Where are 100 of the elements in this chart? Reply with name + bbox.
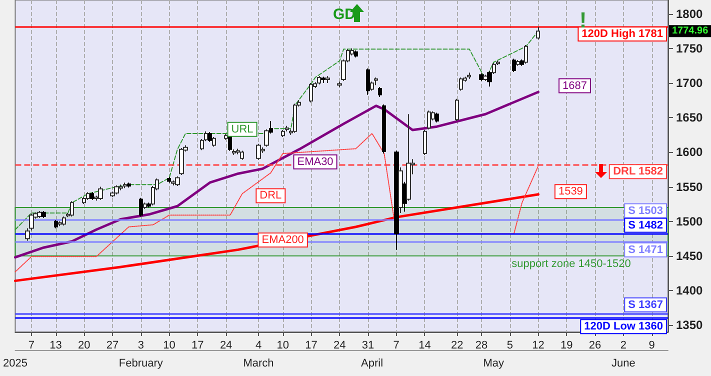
- candlestick: [127, 182, 131, 188]
- candlestick: [179, 148, 184, 176]
- x-tick-label: 17: [305, 340, 318, 352]
- candlestick: [423, 130, 427, 156]
- candlestick: [147, 202, 151, 208]
- x-tick-label: 5: [506, 340, 513, 352]
- x2-tick-label: April: [361, 358, 384, 370]
- ref-line-label: 120D Low 1360: [584, 320, 663, 333]
- candlestick: [82, 196, 86, 205]
- y-tick-label: 1750: [676, 41, 704, 56]
- line-series: [14, 30, 539, 230]
- candlestick: [398, 166, 403, 214]
- x-tick-label: 14: [418, 340, 431, 352]
- x-tick-label: 22: [451, 340, 464, 352]
- candlestick: [536, 26, 540, 40]
- x2-tick-label: May: [483, 358, 505, 370]
- candlestick: [406, 114, 411, 202]
- candlestick: [228, 135, 232, 152]
- candlestick: [256, 143, 261, 160]
- x2-tick-label: March: [243, 358, 274, 370]
- x-tick-label: 28: [475, 340, 488, 352]
- candlestick: [317, 76, 321, 85]
- candlestick: [208, 132, 212, 142]
- candlestick: [394, 150, 399, 250]
- band-label: support zone 1450-1520: [512, 258, 631, 270]
- text: 1774.96: [672, 26, 709, 37]
- candlestick: [516, 60, 520, 66]
- x2-tick-label: 2025: [2, 358, 28, 370]
- candlestick: [167, 176, 171, 184]
- x-tick-label: 27: [106, 340, 119, 352]
- candlestick: [467, 72, 471, 80]
- line-series: [14, 90, 540, 259]
- x-tick-label: 7: [28, 340, 35, 352]
- x-tick-label: 12: [532, 340, 544, 352]
- x-tick-label: 19: [560, 340, 573, 352]
- candlestick: [524, 44, 528, 64]
- x-tick-label: 24: [220, 340, 232, 352]
- x-tick-label: 24: [333, 340, 346, 352]
- x-tick-label: 7: [393, 340, 400, 352]
- candlestick: [139, 197, 143, 217]
- candlestick: [293, 103, 297, 134]
- annotation: URL: [231, 123, 254, 136]
- y-tick-label: 1450: [676, 248, 704, 263]
- candlestick: [62, 216, 66, 226]
- candlestick: [98, 186, 103, 200]
- candlestick: [378, 86, 382, 98]
- candlestick: [86, 192, 90, 200]
- candlestick: [41, 210, 46, 218]
- candlestick: [354, 50, 358, 58]
- candlestick: [337, 81, 342, 88]
- candlestick: [487, 70, 492, 87]
- candlestick: [512, 58, 516, 72]
- x-tick-label: 20: [78, 340, 90, 352]
- candlestick: [143, 202, 147, 210]
- ref-line-label: S 1471: [628, 244, 663, 256]
- x2-tick-label: February: [118, 358, 164, 370]
- ref-line-label: S 1503: [628, 204, 663, 217]
- candlestick: [427, 110, 431, 130]
- candlestick: [90, 192, 94, 200]
- y-tick-label: 1650: [676, 110, 704, 125]
- x2-tick-label: June: [611, 358, 636, 370]
- x-tick-label: 13: [50, 340, 62, 352]
- candlestick: [232, 148, 236, 156]
- candlestick: [281, 130, 285, 138]
- candlestick: [459, 76, 463, 92]
- y-tick-label: 1700: [676, 76, 704, 90]
- candlestick: [492, 62, 496, 75]
- x-tick-label: 9: [648, 340, 655, 352]
- candlestick: [520, 58, 524, 66]
- candlestick: [366, 68, 370, 96]
- ref-line-label: S 1482: [628, 219, 663, 232]
- x-tick-label: 10: [276, 340, 289, 352]
- candlestick: [370, 81, 374, 92]
- candlestick: [325, 76, 330, 84]
- x-tick-label: 2: [620, 340, 626, 352]
- candlestick: [402, 181, 407, 212]
- y-tick-label: 1600: [676, 145, 704, 160]
- annotation: DRL: [260, 190, 282, 202]
- x-tick-label: 17: [192, 340, 204, 352]
- y-tick-label: 1400: [676, 284, 704, 298]
- ref-line-label: S 1367: [628, 298, 663, 311]
- candlestick: [455, 98, 459, 122]
- x-tick-label: 26: [588, 340, 602, 352]
- y-tick-label: 1800: [676, 6, 704, 21]
- candlestick: [114, 184, 119, 195]
- candlestick: [54, 219, 58, 229]
- annotation: EMA30: [297, 156, 334, 168]
- candlestick: [212, 136, 216, 148]
- x-tick-label: 31: [362, 340, 374, 352]
- candlestick: [171, 180, 176, 186]
- x-tick-label: 10: [163, 340, 176, 352]
- candlestick: [70, 200, 74, 217]
- x-tick-label: 4: [255, 340, 262, 352]
- candlestick: [269, 120, 273, 134]
- candlestick: [240, 150, 244, 160]
- y-tick-label: 1500: [676, 214, 704, 228]
- candlestick: [382, 104, 386, 154]
- candlestick: [175, 176, 180, 187]
- candlestick: [58, 220, 62, 227]
- x-tick-label: 3: [138, 340, 144, 352]
